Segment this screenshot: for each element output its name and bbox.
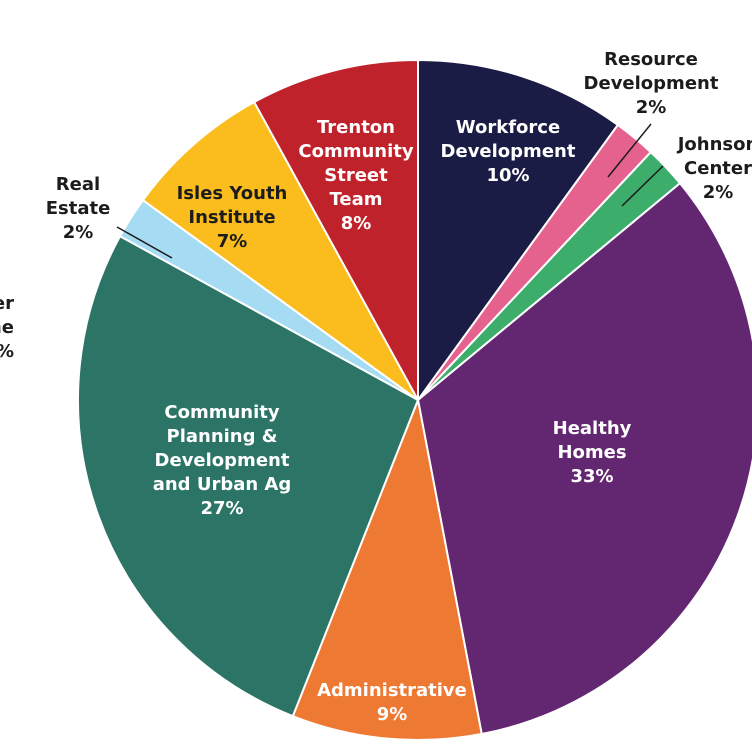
label-isles-youth-institute: Isles Youth Institute 7% xyxy=(177,183,288,252)
label-community-planning-and-development-and-urban-ag: Community Planning & Development and Urban … xyxy=(153,402,292,519)
label-johnson-center: Johnson Center 2% xyxy=(676,134,752,203)
label-trenton-community-street-team: Trenton Community Street Team 8% xyxy=(298,117,413,234)
slice-healthy-homes xyxy=(416,181,752,736)
slice-workforce-development xyxy=(417,58,620,404)
slice-community-planning-and-development-and-urban-ag xyxy=(77,234,420,718)
label-resource-development: Resource Development 2% xyxy=(584,49,719,118)
label-administrative: Administrative 9% xyxy=(317,680,467,725)
label-healthy-homes: Healthy Homes 33% xyxy=(553,418,632,487)
pie-slices xyxy=(77,58,752,741)
leader-lines xyxy=(116,123,664,259)
label-real-estate: Real Estate 2% xyxy=(46,174,111,243)
slice-trenton-community-street-team xyxy=(252,58,419,401)
label-workforce-development: Workforce Development 10% xyxy=(441,117,576,186)
label-other-income-partial: herome% xyxy=(0,293,14,362)
leader-line-real-estate xyxy=(116,226,173,259)
slice-isles-youth-institute xyxy=(141,100,419,401)
leader-line-johnson-center xyxy=(621,165,664,207)
slice-labels: Workforce Development 10%Resource Developme… xyxy=(0,49,752,725)
leader-line-resource-development xyxy=(607,123,652,178)
slice-administrative xyxy=(291,396,483,741)
